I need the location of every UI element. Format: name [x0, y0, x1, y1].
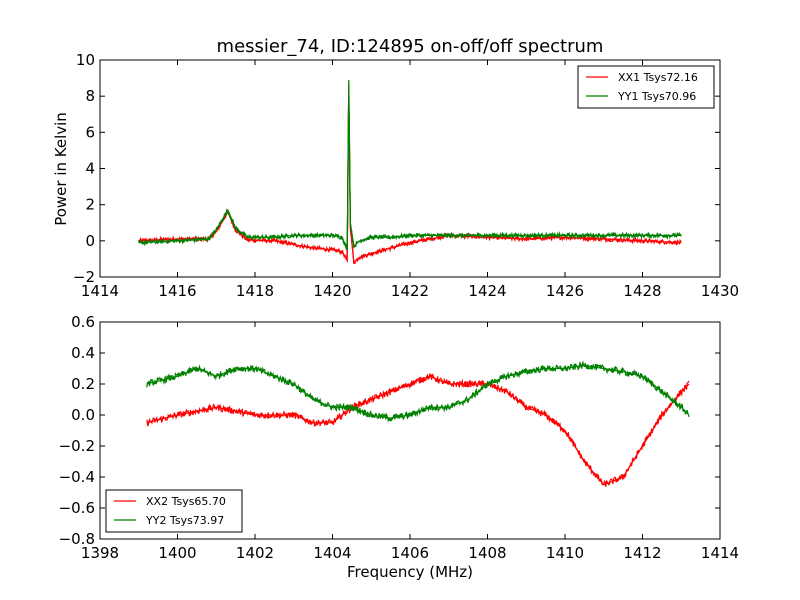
legend-label: YY1 Tsys70.96: [617, 90, 696, 103]
x-tick-label: 1398: [81, 544, 119, 562]
x-tick-label: 1402: [236, 544, 274, 562]
legend: XX2 Tsys65.70 YY2 Tsys73.97: [105, 489, 243, 533]
legend-box: [105, 489, 243, 533]
y-tick-label: 2: [85, 196, 95, 214]
x-tick-label: 1418: [236, 282, 274, 300]
chart-title: messier_74, ID:124895 on-off/off spectru…: [217, 36, 604, 57]
x-tick-label: 1410: [546, 544, 584, 562]
y-tick-label: 0: [85, 232, 95, 250]
subplot-1: 1414 1416 1418 1420 1422 1424 1426 1428 1430 −2 0 2…: [73, 51, 739, 300]
x-tick-label: 1430: [701, 282, 739, 300]
x-tick-label: 1420: [313, 282, 351, 300]
x-tick-label: 1414: [81, 282, 119, 300]
x-tick-label: 1404: [313, 544, 351, 562]
legend-box: [577, 65, 715, 109]
series-line-1: [146, 373, 690, 488]
x-tick-label: 1424: [468, 282, 506, 300]
x-tick-label: 1412: [623, 544, 661, 562]
subplots: 1414 1416 1418 1420 1422 1424 1426 1428 1430 −2 0 2…: [59, 51, 740, 562]
x-tick-label: 1428: [623, 282, 661, 300]
y-tick-label: −0.8: [59, 530, 95, 548]
series-line-2: [145, 360, 690, 423]
y-tick-label: 0.4: [71, 344, 95, 362]
series-trend-2: [146, 364, 690, 419]
x-tick-label: 1416: [158, 282, 196, 300]
legend-label: XX1 Tsys72.16: [618, 71, 698, 84]
x-tick-label: 1422: [391, 282, 429, 300]
y-tick-label: 0.0: [71, 406, 95, 424]
series-trend-2: [138, 79, 682, 251]
x-tick-label: 1426: [546, 282, 584, 300]
legend-label: YY2 Tsys73.97: [145, 514, 224, 527]
y-tick-label: 10: [76, 51, 95, 69]
y-tick-label: −0.4: [59, 468, 95, 486]
x-tick-label: 1406: [391, 544, 429, 562]
x-axis-label: Frequency (MHz): [347, 563, 473, 581]
y-tick-label: −2: [73, 268, 95, 286]
y-tick-label: 0.6: [71, 313, 95, 331]
y-tick-label: 8: [85, 87, 95, 105]
x-tick-label: 1414: [701, 544, 739, 562]
x-tick-label: 1408: [468, 544, 506, 562]
y-tick-label: −0.6: [59, 499, 95, 517]
y-tick-label: 4: [85, 160, 95, 178]
y-axis-label: Power in Kelvin: [52, 112, 70, 226]
y-tick-label: 0.2: [71, 375, 95, 393]
y-tick-label: 6: [85, 123, 95, 141]
legend: XX1 Tsys72.16 YY1 Tsys70.96: [577, 65, 715, 109]
x-tick-label: 1400: [158, 544, 196, 562]
y-tick-label: −0.2: [59, 437, 95, 455]
subplot-2: 1398 1400 1402 1404 1406 1408 1410 1412 1414 −0.8…: [59, 313, 740, 562]
legend-label: XX2 Tsys65.70: [146, 495, 226, 508]
series-trend-1: [146, 375, 690, 486]
